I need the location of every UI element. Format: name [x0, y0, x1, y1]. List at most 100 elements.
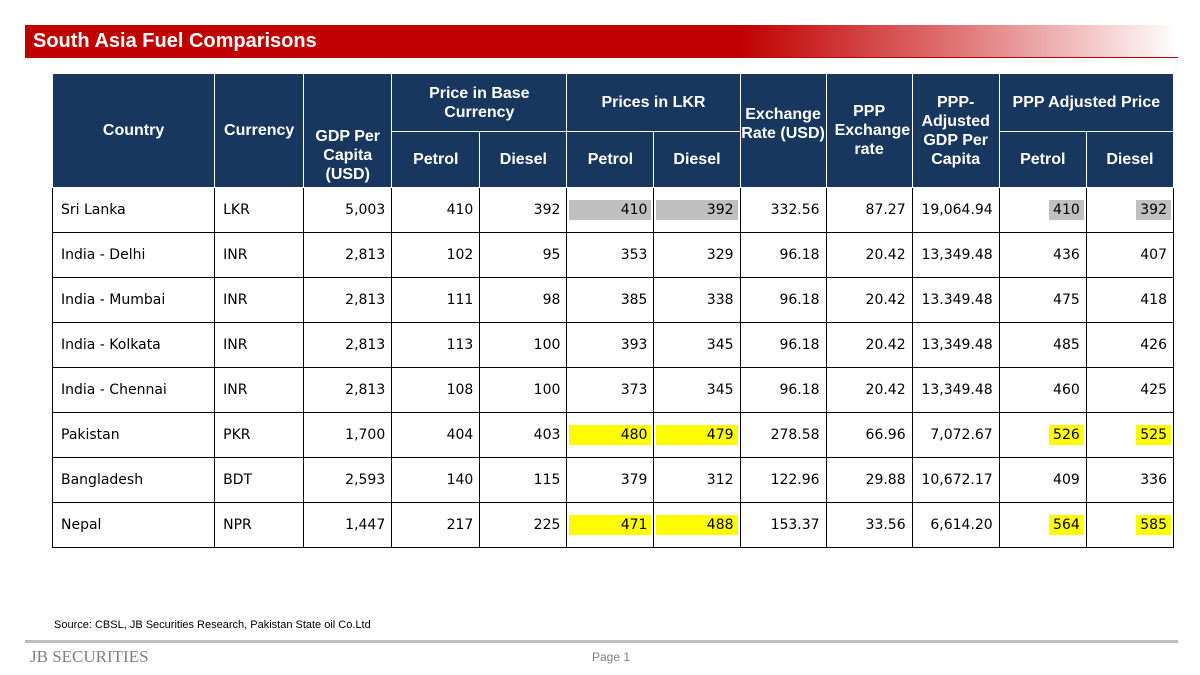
highlighted-value: 471: [569, 515, 652, 535]
cell-ppp-petrol: 526: [998, 412, 1087, 458]
header-lkr-diesel: Diesel: [653, 131, 741, 188]
cell-lkr-petrol: 480: [566, 412, 655, 458]
cell-ppp-gdp: 6,614.20: [911, 502, 1000, 548]
cell-ppp-petrol: 475: [998, 277, 1087, 323]
cell-exchange: 96.18: [739, 367, 827, 413]
cell-lkr-petrol: 353: [566, 232, 655, 278]
cell-ppp-petrol: 409: [998, 457, 1087, 503]
fuel-comparison-table: Country Currency GDP Per Capita (USD) Pr…: [51, 73, 1175, 548]
cell-base-diesel: 98: [479, 277, 568, 323]
cell-country: Bangladesh: [51, 457, 216, 503]
cell-base-petrol: 111: [391, 277, 481, 323]
cell-exchange: 96.18: [739, 232, 827, 278]
cell-base-diesel: 115: [479, 457, 568, 503]
cell-ppp-rate: 20.42: [825, 232, 913, 278]
header-ppp-adjusted-gdp: PPP-Adjusted GDP Per Capita: [911, 73, 1000, 188]
cell-ppp-petrol: 410: [998, 187, 1087, 233]
page-number: Page 1: [592, 650, 631, 664]
cell-lkr-diesel: 312: [653, 457, 741, 503]
cell-base-diesel: 100: [479, 367, 568, 413]
cell-ppp-rate: 29.88: [825, 457, 913, 503]
banner-underline: [25, 57, 1178, 58]
cell-exchange: 122.96: [739, 457, 827, 503]
table-row: India - Mumbai INR 2,813 111 98 385 338 96.18 20…: [51, 277, 1175, 323]
table-row: India - Kolkata INR 2,813 113 100 393 345 96.18…: [51, 322, 1175, 368]
table-row: Sri Lanka LKR 5,003 410 392 410 392 332.56 87.27…: [51, 187, 1175, 233]
table-row: Pakistan PKR 1,700 404 403 480 479 278.58 66.96 7…: [51, 412, 1175, 458]
highlighted-value: 410: [569, 200, 652, 220]
source-note: Source: CBSL, JB Securities Research, Pa…: [54, 619, 371, 631]
header-currency: Currency: [214, 73, 305, 188]
cell-currency: LKR: [214, 187, 305, 233]
cell-country: India - Chennai: [51, 367, 216, 413]
cell-base-diesel: 392: [479, 187, 568, 233]
cell-ppp-diesel: 407: [1085, 232, 1175, 278]
cell-base-petrol: 410: [391, 187, 481, 233]
cell-base-petrol: 113: [391, 322, 481, 368]
cell-currency: INR: [214, 367, 305, 413]
cell-ppp-petrol: 485: [998, 322, 1087, 368]
page-title: South Asia Fuel Comparisons: [33, 30, 317, 52]
cell-ppp-petrol: 436: [998, 232, 1087, 278]
cell-base-diesel: 95: [479, 232, 568, 278]
cell-lkr-diesel: 392: [653, 187, 741, 233]
cell-ppp-rate: 20.42: [825, 277, 913, 323]
cell-ppp-diesel: 585: [1085, 502, 1175, 548]
cell-base-petrol: 140: [391, 457, 481, 503]
cell-ppp-diesel: 426: [1085, 322, 1175, 368]
cell-exchange: 96.18: [739, 322, 827, 368]
cell-ppp-rate: 33.56: [825, 502, 913, 548]
cell-lkr-diesel: 338: [653, 277, 741, 323]
cell-lkr-diesel: 329: [653, 232, 741, 278]
cell-exchange: 332.56: [739, 187, 827, 233]
highlighted-value: 479: [656, 425, 738, 445]
cell-gdp: 5,003: [303, 187, 393, 233]
cell-lkr-petrol: 471: [566, 502, 655, 548]
cell-exchange: 96.18: [739, 277, 827, 323]
cell-base-diesel: 100: [479, 322, 568, 368]
cell-country: India - Mumbai: [51, 277, 216, 323]
cell-gdp: 1,700: [303, 412, 393, 458]
cell-base-petrol: 404: [391, 412, 481, 458]
cell-ppp-gdp: 19,064.94: [911, 187, 1000, 233]
highlighted-value: 525: [1136, 425, 1171, 445]
cell-gdp: 2,593: [303, 457, 393, 503]
cell-ppp-petrol: 564: [998, 502, 1087, 548]
cell-country: India - Delhi: [51, 232, 216, 278]
header-ppp-petrol: Petrol: [998, 131, 1087, 188]
cell-exchange: 153.37: [739, 502, 827, 548]
cell-base-petrol: 217: [391, 502, 481, 548]
header-lkr-petrol: Petrol: [566, 131, 655, 188]
cell-gdp: 2,813: [303, 277, 393, 323]
header-base-diesel: Diesel: [479, 131, 568, 188]
cell-country: India - Kolkata: [51, 322, 216, 368]
cell-base-diesel: 403: [479, 412, 568, 458]
highlighted-value: 392: [1136, 200, 1171, 220]
highlighted-value: 410: [1049, 200, 1084, 220]
cell-lkr-diesel: 345: [653, 322, 741, 368]
footer-divider: [25, 640, 1178, 643]
cell-ppp-gdp: 13.349.48: [911, 277, 1000, 323]
cell-currency: NPR: [214, 502, 305, 548]
header-country: Country: [51, 73, 216, 188]
highlighted-value: 564: [1049, 515, 1084, 535]
header-gdp-per-capita: GDP Per Capita (USD): [303, 73, 393, 188]
header-ppp-exchange-rate: PPP Exchange rate: [825, 73, 913, 188]
cell-ppp-rate: 87.27: [825, 187, 913, 233]
cell-ppp-diesel: 336: [1085, 457, 1175, 503]
header-price-base-currency: Price in Base Currency: [391, 73, 568, 132]
cell-ppp-gdp: 10,672.17: [911, 457, 1000, 503]
cell-ppp-rate: 20.42: [825, 367, 913, 413]
cell-lkr-petrol: 385: [566, 277, 655, 323]
table-body: Sri Lanka LKR 5,003 410 392 410 392 332.56 87.27…: [51, 187, 1175, 548]
cell-gdp: 2,813: [303, 367, 393, 413]
table-row: India - Chennai INR 2,813 108 100 373 345 96.18…: [51, 367, 1175, 413]
cell-lkr-diesel: 345: [653, 367, 741, 413]
header-prices-lkr: Prices in LKR: [566, 73, 741, 132]
cell-base-diesel: 225: [479, 502, 568, 548]
cell-country: Nepal: [51, 502, 216, 548]
cell-lkr-petrol: 373: [566, 367, 655, 413]
highlighted-value: 488: [656, 515, 738, 535]
header-exchange-rate: Exchange Rate (USD): [739, 73, 827, 188]
cell-ppp-rate: 20.42: [825, 322, 913, 368]
